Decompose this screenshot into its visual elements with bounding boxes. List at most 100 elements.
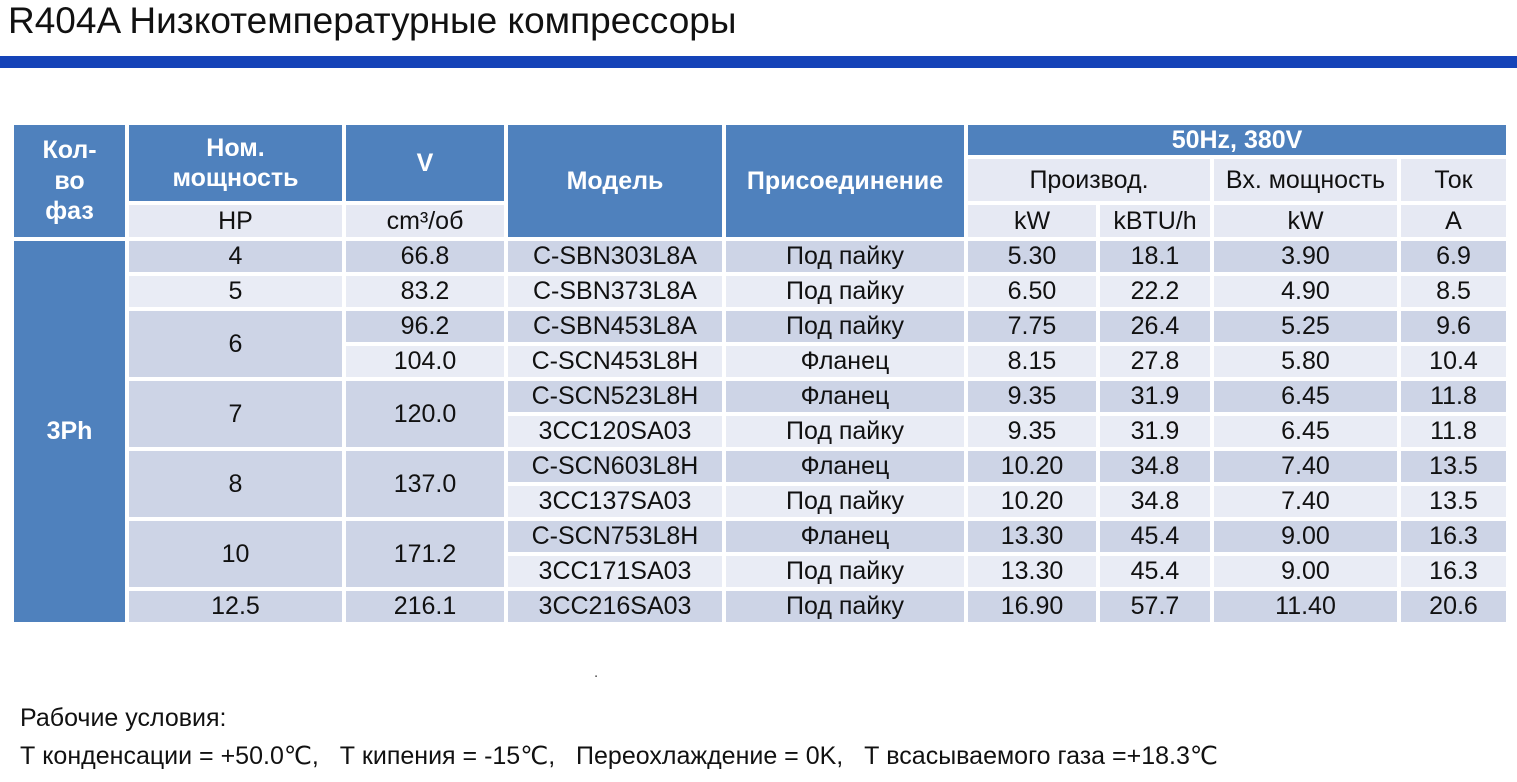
table-row: 5 83.2 C-SBN373L8A Под пайку 6.50 22.2 4…: [14, 276, 1507, 307]
cell-hp: 5: [129, 276, 342, 307]
cell-input-kw: 5.80: [1214, 346, 1397, 377]
cell-current: 9.6: [1401, 311, 1507, 342]
header-row-top: Кол- во фаз Ном. мощность V Модель Присо…: [14, 125, 1507, 237]
cell-connection: Под пайку: [726, 556, 964, 587]
cell-current: 11.8: [1401, 416, 1507, 447]
header-row-units: HP cm³/об kW kBTU/h kW A: [14, 205, 1507, 237]
cell-capacity-kw: 7.75: [968, 311, 1096, 342]
working-conditions-values: Т конденсации = +50.0℃, Т кипения = -15℃…: [20, 741, 1218, 770]
cell-current: 13.5: [1401, 486, 1507, 517]
cell-capacity-kbtu: 34.8: [1100, 451, 1210, 482]
cell-current: 16.3: [1401, 556, 1507, 587]
cell-capacity-kbtu: 57.7: [1100, 591, 1210, 622]
unit-capacity-kw: kW: [968, 205, 1096, 237]
cell-connection: Фланец: [726, 381, 964, 412]
cell-hp: 4: [129, 241, 342, 272]
cell-v: 96.2: [346, 311, 504, 342]
cell-capacity-kw: 9.35: [968, 381, 1096, 412]
cell-input-kw: 3.90: [1214, 241, 1397, 272]
cell-v: 83.2: [346, 276, 504, 307]
cell-input-kw: 7.40: [1214, 451, 1397, 482]
compressor-spec-table: Кол- во фаз Ном. мощность V Модель Присо…: [10, 121, 1510, 626]
stray-dot: .: [594, 664, 599, 681]
cell-capacity-kw: 10.20: [968, 451, 1096, 482]
cell-input-kw: 9.00: [1214, 521, 1397, 552]
cell-current: 8.5: [1401, 276, 1507, 307]
cell-connection: Под пайку: [726, 416, 964, 447]
cell-capacity-kbtu: 45.4: [1100, 521, 1210, 552]
header-row-middle: Производ. Вх. мощность Ток: [14, 159, 1507, 201]
cell-current: 20.6: [1401, 591, 1507, 622]
cell-model: 3CC137SA03: [508, 486, 722, 517]
cell-current: 6.9: [1401, 241, 1507, 272]
unit-displacement: cm³/об: [346, 205, 504, 237]
cell-capacity-kw: 5.30: [968, 241, 1096, 272]
header-input-power: Вх. мощность: [1214, 159, 1397, 201]
cell-connection: Фланец: [726, 521, 964, 552]
cell-connection: Фланец: [726, 346, 964, 377]
cell-v-group: 120.0: [346, 381, 504, 447]
cell-capacity-kw: 13.30: [968, 556, 1096, 587]
cell-model: C-SCN523L8H: [508, 381, 722, 412]
cell-capacity-kbtu: 31.9: [1100, 381, 1210, 412]
table-row: 8 137.0 C-SCN603L8H Фланец 10.20 34.8 7.…: [14, 451, 1507, 517]
cell-hp-group: 10: [129, 521, 342, 587]
cell-v: 104.0: [346, 346, 504, 377]
cell-model: 3CC171SA03: [508, 556, 722, 587]
cell-capacity-kw: 8.15: [968, 346, 1096, 377]
cell-capacity-kbtu: 34.8: [1100, 486, 1210, 517]
table-row: 7 120.0 C-SCN523L8H Фланец 9.35 31.9 6.4…: [14, 381, 1507, 447]
cell-current: 16.3: [1401, 521, 1507, 552]
cell-model: C-SCN603L8H: [508, 451, 722, 482]
page-title: R404A Низкотемпературные компрессоры: [8, 0, 737, 41]
cell-v: 66.8: [346, 241, 504, 272]
cell-phase: 3Ph: [14, 241, 125, 622]
cell-model: C-SBN303L8A: [508, 241, 722, 272]
cell-current: 11.8: [1401, 381, 1507, 412]
cell-capacity-kw: 13.30: [968, 521, 1096, 552]
table-row: 3CC171SA03 Под пайку 13.30 45.4 9.00 16.…: [14, 556, 1507, 587]
table-row: 3CC120SA03 Под пайку 9.35 31.9 6.45 11.8: [14, 416, 1507, 447]
cell-model: 3CC216SA03: [508, 591, 722, 622]
cell-input-kw: 4.90: [1214, 276, 1397, 307]
title-underline-rule: [0, 56, 1517, 68]
cell-capacity-kbtu: 45.4: [1100, 556, 1210, 587]
working-conditions: Рабочие условия: Т конденсации = +50.0℃,…: [20, 700, 1218, 775]
cell-v-group: 137.0: [346, 451, 504, 517]
cell-capacity-kbtu: 27.8: [1100, 346, 1210, 377]
cell-model: 3CC120SA03: [508, 416, 722, 447]
header-power-group: 50Hz, 380V: [968, 125, 1507, 155]
cell-input-kw: 6.45: [1214, 381, 1397, 412]
header-displacement: V: [346, 125, 504, 201]
unit-capacity-kbtu: kBTU/h: [1100, 205, 1210, 237]
cell-input-kw: 11.40: [1214, 591, 1397, 622]
cell-hp-group: 6: [129, 311, 342, 377]
cell-connection: Под пайку: [726, 241, 964, 272]
cell-current: 13.5: [1401, 451, 1507, 482]
cell-model: C-SBN373L8A: [508, 276, 722, 307]
header-model: Модель: [508, 125, 722, 237]
header-capacity: Производ.: [968, 159, 1210, 201]
cell-capacity-kw: 16.90: [968, 591, 1096, 622]
cell-model: C-SCN453L8H: [508, 346, 722, 377]
header-nominal-power: Ном. мощность: [129, 125, 342, 201]
table-row: 104.0 C-SCN453L8H Фланец 8.15 27.8 5.80 …: [14, 346, 1507, 377]
table-row: 12.5 216.1 3CC216SA03 Под пайку 16.90 57…: [14, 591, 1507, 622]
cell-capacity-kw: 6.50: [968, 276, 1096, 307]
unit-hp: HP: [129, 205, 342, 237]
unit-input-kw: kW: [1214, 205, 1397, 237]
cell-capacity-kw: 10.20: [968, 486, 1096, 517]
cell-connection: Под пайку: [726, 311, 964, 342]
cell-hp-group: 8: [129, 451, 342, 517]
cell-connection: Под пайку: [726, 276, 964, 307]
cell-model: C-SCN753L8H: [508, 521, 722, 552]
working-conditions-heading: Рабочие условия:: [20, 704, 227, 732]
cell-hp: 12.5: [129, 591, 342, 622]
cell-capacity-kbtu: 26.4: [1100, 311, 1210, 342]
cell-input-kw: 5.25: [1214, 311, 1397, 342]
cell-hp-group: 7: [129, 381, 342, 447]
cell-input-kw: 9.00: [1214, 556, 1397, 587]
cell-input-kw: 7.40: [1214, 486, 1397, 517]
header-connection: Присоединение: [726, 125, 964, 237]
